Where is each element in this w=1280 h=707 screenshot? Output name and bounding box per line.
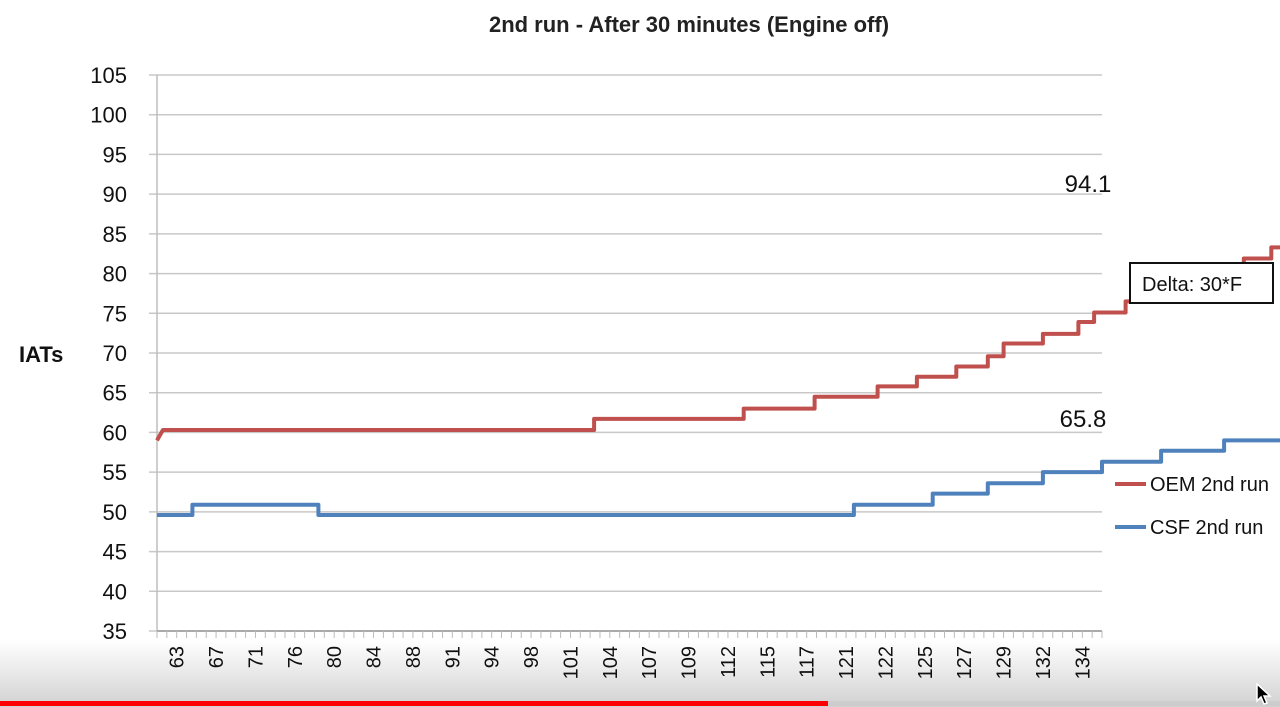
video-progress-bar[interactable]: [0, 701, 1280, 706]
x-tick-label: 121: [836, 646, 858, 679]
x-tick-label: 71: [245, 646, 267, 668]
x-tick-label: 134: [1072, 646, 1094, 679]
x-tick-label: 109: [679, 646, 701, 679]
delta-annotation-box: Delta: 30*F: [1129, 262, 1274, 304]
x-tick-label: 127: [954, 646, 976, 679]
legend-entry: CSF 2nd run: [1150, 517, 1263, 539]
chart-title: 2nd run - After 30 minutes (Engine off): [489, 12, 889, 37]
x-tick-label: 84: [364, 646, 386, 668]
x-tick-label: 104: [600, 646, 622, 679]
x-tick-label: 101: [560, 646, 582, 679]
y-tick-label: 35: [103, 619, 127, 644]
video-progress-fill: [0, 701, 829, 706]
x-tick-label: 129: [994, 646, 1016, 679]
series-line-oem: [155, 245, 1280, 442]
legend-entry: OEM 2nd run: [1150, 474, 1269, 496]
x-tick-label: 132: [1033, 646, 1055, 679]
data-labels: 94.1 65.8: [1060, 171, 1112, 433]
x-tick-label: 112: [718, 646, 740, 678]
y-tick-label: 75: [103, 301, 127, 326]
x-tick-label: 80: [324, 646, 346, 668]
y-tick-label: 65: [103, 381, 127, 406]
y-tick-label: 70: [103, 341, 127, 366]
x-tick-label: 122: [875, 646, 897, 679]
x-tick-label: 125: [915, 646, 937, 679]
x-tick-label: 98: [521, 646, 543, 668]
x-tick-label: 117: [797, 646, 819, 678]
legend: OEM 2nd run CSF 2nd run: [1115, 474, 1269, 539]
y-tick-label: 40: [103, 579, 127, 604]
y-tick-label: 45: [103, 540, 127, 565]
y-tick-label: 95: [103, 142, 127, 167]
y-tick-label: 55: [103, 460, 127, 485]
y-axis-ticks: 35 40 45 50 55 60 65 70 75 80 85 90 95 100 105: [90, 63, 127, 644]
x-tick-label: 91: [442, 646, 464, 668]
y-tick-label: 50: [103, 500, 127, 525]
gridlines: [149, 74, 1102, 632]
x-tick-label: 107: [639, 646, 661, 679]
series-line-csf: [157, 438, 1280, 517]
y-tick-label: 85: [103, 222, 127, 247]
y-axis-label: IATs: [19, 342, 63, 367]
x-tick-label: 115: [757, 646, 779, 678]
x-tick-label: 67: [206, 646, 228, 668]
mouse-pointer-icon: [1256, 683, 1272, 705]
x-axis: [156, 75, 1103, 638]
end-value-label: 94.1: [1065, 171, 1112, 198]
x-tick-label: 63: [167, 646, 189, 668]
y-tick-label: 90: [103, 182, 127, 207]
end-value-label: 65.8: [1060, 406, 1107, 433]
y-tick-label: 80: [103, 262, 127, 287]
delta-annotation-text: Delta: 30*F: [1142, 274, 1242, 296]
x-tick-label: 76: [285, 646, 307, 668]
y-tick-label: 60: [103, 420, 127, 445]
x-axis-ticks: 63 67 71 76 80 84 88 91 94 98 101 104 107 109 112 115 11…: [167, 646, 1095, 679]
series-group: [155, 245, 1280, 517]
x-tick-label: 94: [482, 646, 504, 668]
y-tick-label: 105: [90, 63, 127, 88]
y-tick-label: 100: [90, 103, 127, 128]
x-tick-label: 88: [403, 646, 425, 668]
